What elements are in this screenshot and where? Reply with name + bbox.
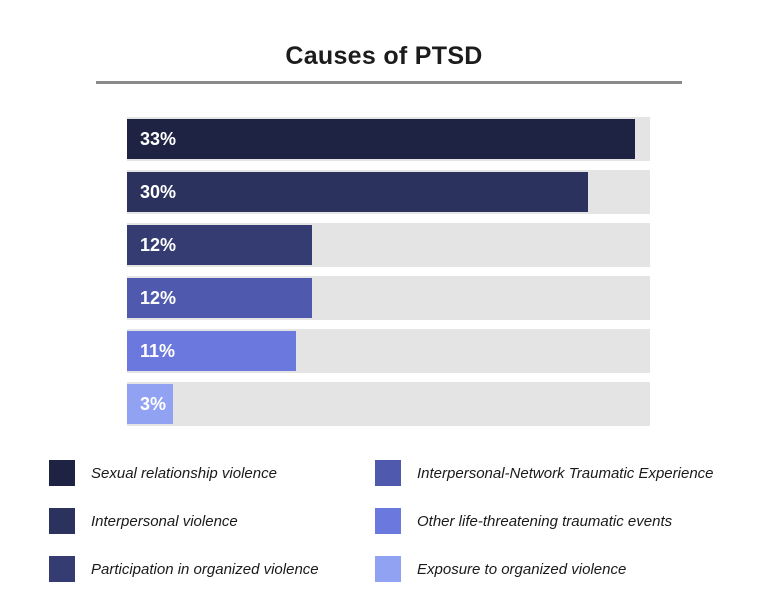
- legend-swatch: [375, 460, 401, 486]
- legend-item: Participation in organized violence: [49, 556, 375, 582]
- legend-item: Interpersonal violence: [49, 508, 375, 534]
- legend-label: Interpersonal violence: [91, 512, 238, 530]
- legend-label: Participation in organized violence: [91, 560, 319, 578]
- bar-value-label: 30%: [140, 181, 177, 202]
- legend-column-right: Interpersonal-Network Traumatic Experien…: [375, 460, 714, 604]
- bar-chart: 33% 30% 12% 12% 11% 3%: [127, 117, 650, 426]
- bar-track: 3%: [127, 382, 650, 426]
- legend-label: Exposure to organized violence: [417, 560, 627, 578]
- legend-label: Interpersonal-Network Traumatic Experien…: [417, 464, 714, 482]
- legend: Sexual relationship violence Interperson…: [49, 460, 768, 604]
- legend-column-left: Sexual relationship violence Interperson…: [49, 460, 375, 604]
- bar-track: 11%: [127, 329, 650, 373]
- legend-swatch: [375, 508, 401, 534]
- bar-value-label: 12%: [140, 234, 177, 255]
- page-title: Causes of PTSD: [285, 42, 483, 70]
- legend-item: Sexual relationship violence: [49, 460, 375, 486]
- bar-track: 12%: [127, 276, 650, 320]
- legend-label: Other life-threatening traumatic events: [417, 512, 673, 530]
- bar-value-label: 3%: [140, 393, 167, 414]
- legend-swatch: [375, 556, 401, 582]
- bar-value-label: 11%: [140, 340, 176, 361]
- legend-swatch: [49, 508, 75, 534]
- legend-swatch: [49, 556, 75, 582]
- bar-fill: 33%: [127, 119, 635, 159]
- legend-item: Other life-threatening traumatic events: [375, 508, 714, 534]
- legend-item: Exposure to organized violence: [375, 556, 714, 582]
- bar-track: 12%: [127, 223, 650, 267]
- bar-fill: 30%: [127, 172, 589, 212]
- legend-label: Sexual relationship violence: [91, 464, 277, 482]
- title-divider: [96, 81, 682, 84]
- bar-fill: 12%: [127, 225, 312, 265]
- legend-swatch: [49, 460, 75, 486]
- bar-fill: 11%: [127, 331, 297, 371]
- bar-value-label: 33%: [140, 128, 177, 149]
- bar-fill: 3%: [127, 384, 174, 424]
- bar-track: 30%: [127, 170, 650, 214]
- bar-track: 33%: [127, 117, 650, 161]
- legend-item: Interpersonal-Network Traumatic Experien…: [375, 460, 714, 486]
- bar-fill: 12%: [127, 278, 312, 318]
- bar-value-label: 12%: [140, 287, 177, 308]
